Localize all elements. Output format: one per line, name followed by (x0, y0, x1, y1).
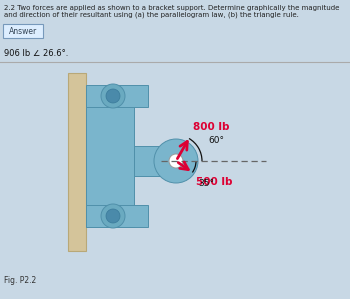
Text: 800 lb: 800 lb (193, 122, 230, 132)
Text: 60°: 60° (208, 136, 224, 145)
Text: 35°: 35° (198, 179, 214, 188)
Bar (86, 85, 148, 107)
Bar (86, 205, 148, 227)
Text: 500 lb: 500 lb (196, 177, 233, 187)
FancyBboxPatch shape (3, 24, 43, 38)
Circle shape (101, 204, 125, 228)
Circle shape (154, 139, 198, 183)
Text: Answer: Answer (9, 27, 37, 36)
Text: 2.2 Two forces are applied as shown to a bracket support. Determine graphically : 2.2 Two forces are applied as shown to a… (4, 5, 340, 19)
Text: 906 lb ∠ 26.6°.: 906 lb ∠ 26.6°. (4, 49, 68, 58)
Circle shape (101, 84, 125, 108)
Text: Fig. P2.2: Fig. P2.2 (4, 276, 36, 285)
Circle shape (106, 209, 120, 223)
Bar (86, 93, 134, 227)
Bar (134, 146, 162, 176)
Circle shape (169, 154, 183, 168)
Bar (68, 73, 86, 251)
Circle shape (106, 89, 120, 103)
